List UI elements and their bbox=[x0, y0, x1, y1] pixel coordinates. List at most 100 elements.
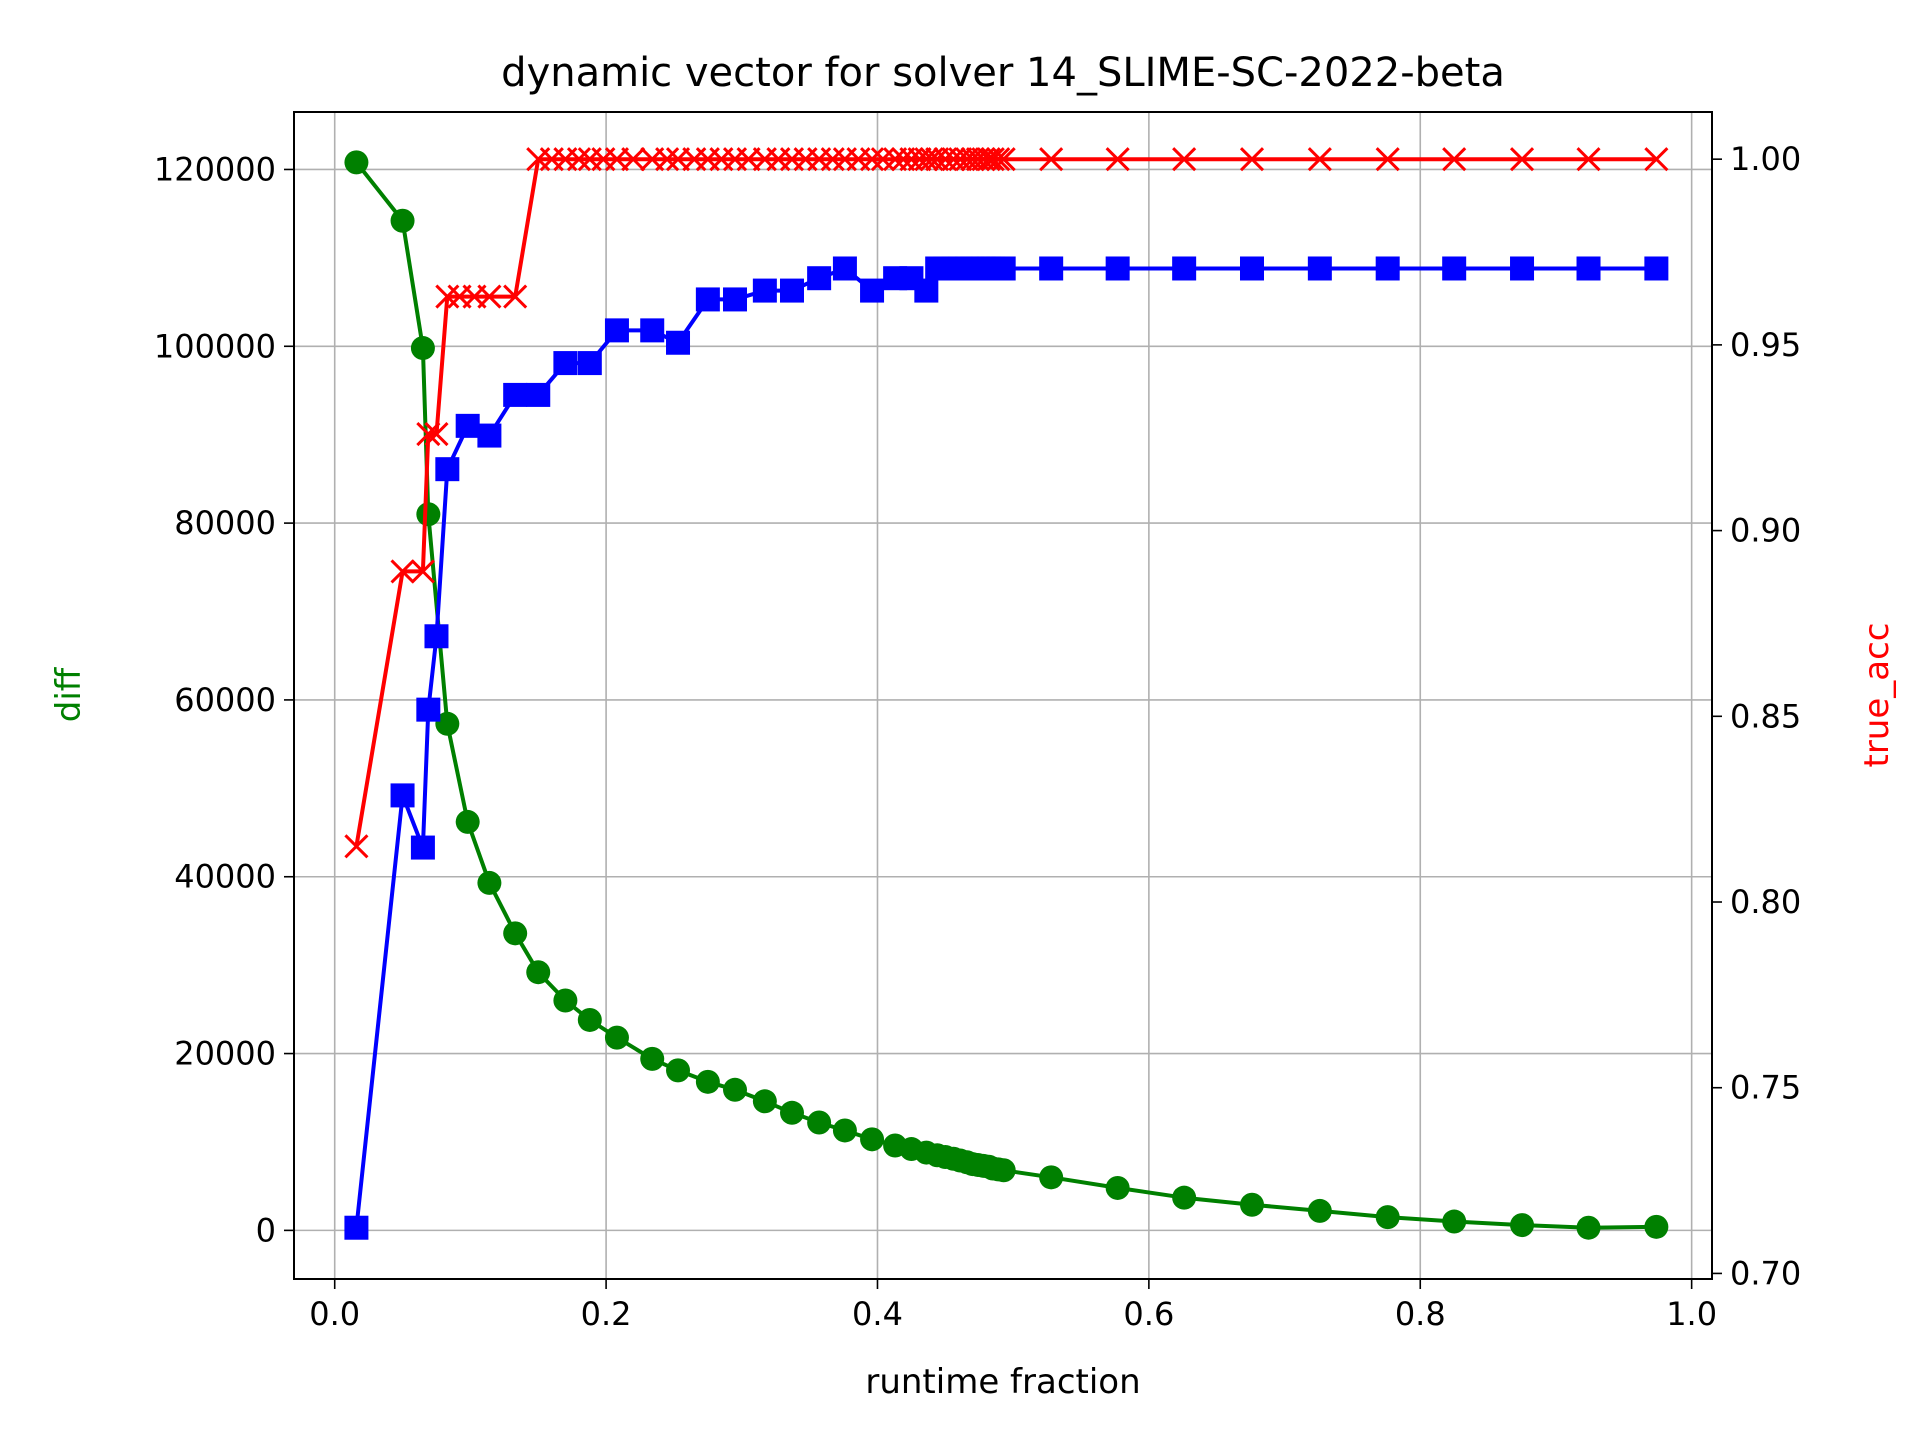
series-2-point bbox=[820, 147, 845, 172]
series-2-point bbox=[424, 421, 449, 447]
x-tick-label: 0.2 bbox=[581, 1295, 632, 1333]
series-1-point bbox=[779, 278, 804, 303]
series-2-point bbox=[390, 559, 415, 584]
series-1-point bbox=[832, 256, 857, 281]
series-1-point bbox=[1105, 256, 1130, 281]
series-1-point bbox=[1576, 256, 1601, 281]
series-2-point bbox=[477, 284, 502, 309]
series-2-point bbox=[1307, 147, 1332, 172]
series-0-point bbox=[455, 809, 480, 834]
series-2-point bbox=[1105, 147, 1130, 172]
series-0-point bbox=[695, 1069, 720, 1094]
series-0-point bbox=[390, 208, 415, 233]
series-2-point bbox=[566, 147, 592, 172]
series-2-point bbox=[621, 147, 646, 172]
series-1-point bbox=[1039, 256, 1064, 281]
series-2-point bbox=[1442, 147, 1467, 172]
y2-tick-label: 0.80 bbox=[1730, 883, 1801, 921]
series-0-point bbox=[1442, 1209, 1467, 1234]
series-0-point bbox=[860, 1127, 885, 1152]
series-2-point bbox=[991, 147, 1016, 172]
series-1-point bbox=[577, 351, 602, 376]
series-0-point bbox=[553, 988, 578, 1013]
series-1-point bbox=[1239, 256, 1264, 281]
y2-tick-label: 0.70 bbox=[1730, 1254, 1801, 1292]
y-axis-label: diff bbox=[49, 666, 89, 722]
series-1-point bbox=[390, 783, 415, 808]
series-0-point bbox=[1239, 1192, 1264, 1217]
series-1-point bbox=[1375, 256, 1400, 281]
series-1-point bbox=[455, 413, 480, 438]
series-1-point bbox=[526, 382, 551, 407]
series-0-point bbox=[752, 1089, 777, 1114]
series-2-point bbox=[859, 147, 885, 172]
series-2-point bbox=[986, 147, 1011, 172]
series-2-point bbox=[1239, 147, 1265, 172]
series-1-point bbox=[553, 351, 578, 376]
series-0-point bbox=[410, 336, 435, 361]
series-1-point bbox=[1644, 256, 1669, 281]
series-0-point bbox=[991, 1158, 1016, 1183]
series-1-point bbox=[991, 256, 1016, 281]
series-2-point bbox=[907, 147, 932, 172]
series-1-point bbox=[666, 330, 691, 355]
series-1-point bbox=[344, 1215, 369, 1240]
series-0-point bbox=[577, 1007, 602, 1032]
y-tick-label: 60000 bbox=[174, 681, 276, 719]
series-group bbox=[344, 147, 1669, 1240]
x-axis-label: runtime fraction bbox=[865, 1362, 1140, 1402]
x-tick-label: 0.0 bbox=[309, 1295, 360, 1333]
y-tick-label: 120000 bbox=[154, 150, 276, 188]
series-0-point bbox=[779, 1100, 804, 1125]
series-0-point bbox=[1105, 1175, 1130, 1200]
x-tick-label: 0.8 bbox=[1395, 1295, 1446, 1333]
series-1-point bbox=[1442, 256, 1467, 281]
ticks: 0.0 0.2 0.4 0.6 0.8 1.00200004000060000800001… bbox=[154, 140, 1801, 1333]
series-1-point bbox=[1510, 256, 1535, 281]
x-tick-label: 0.4 bbox=[852, 1295, 903, 1333]
series-0-point bbox=[640, 1046, 665, 1071]
y2-tick-label: 0.85 bbox=[1730, 697, 1801, 735]
y2-axis-label: true_acc bbox=[1857, 623, 1897, 768]
series-1-point bbox=[410, 835, 435, 860]
x-tick-label: 1.0 bbox=[1666, 1295, 1717, 1333]
series-1-point bbox=[424, 624, 449, 649]
x-tick-label: 0.6 bbox=[1123, 1295, 1174, 1333]
series-1-point bbox=[695, 287, 720, 312]
series-2-point bbox=[410, 559, 435, 584]
y-tick-label: 100000 bbox=[154, 327, 276, 365]
series-1-point bbox=[604, 318, 629, 343]
y2-tick-label: 0.90 bbox=[1730, 512, 1801, 550]
series-2-point bbox=[1039, 147, 1064, 172]
series-2-point bbox=[914, 147, 939, 172]
y-tick-label: 0 bbox=[256, 1211, 276, 1249]
series-1-point bbox=[1307, 256, 1332, 281]
y-tick-label: 40000 bbox=[174, 858, 276, 896]
series-2-point bbox=[503, 284, 528, 309]
y-tick-label: 80000 bbox=[174, 504, 276, 542]
series-1-point bbox=[723, 287, 748, 312]
series-0-point bbox=[666, 1058, 691, 1083]
series-2-point bbox=[1375, 147, 1400, 172]
series-0-point bbox=[1307, 1198, 1332, 1223]
series-2-point bbox=[980, 147, 1005, 172]
series-0-point bbox=[526, 960, 551, 985]
series-2-point bbox=[344, 834, 369, 859]
series-0-point bbox=[416, 502, 441, 527]
y2-tick-label: 0.95 bbox=[1730, 326, 1801, 364]
y2-tick-label: 1.00 bbox=[1730, 140, 1801, 178]
series-0-point bbox=[1172, 1185, 1197, 1210]
series-1-point bbox=[807, 266, 832, 291]
series-2-point bbox=[416, 421, 441, 447]
plot-frame bbox=[293, 111, 1713, 1280]
series-2-point bbox=[1576, 147, 1601, 172]
series-1-point bbox=[416, 697, 441, 722]
series-1-point bbox=[860, 278, 885, 303]
series-0-point bbox=[1375, 1205, 1400, 1230]
series-0-point bbox=[723, 1077, 748, 1102]
series-2-point bbox=[655, 147, 680, 172]
series-2-point bbox=[1509, 147, 1535, 172]
series-1-point bbox=[477, 423, 502, 448]
series-0-point bbox=[477, 870, 502, 895]
